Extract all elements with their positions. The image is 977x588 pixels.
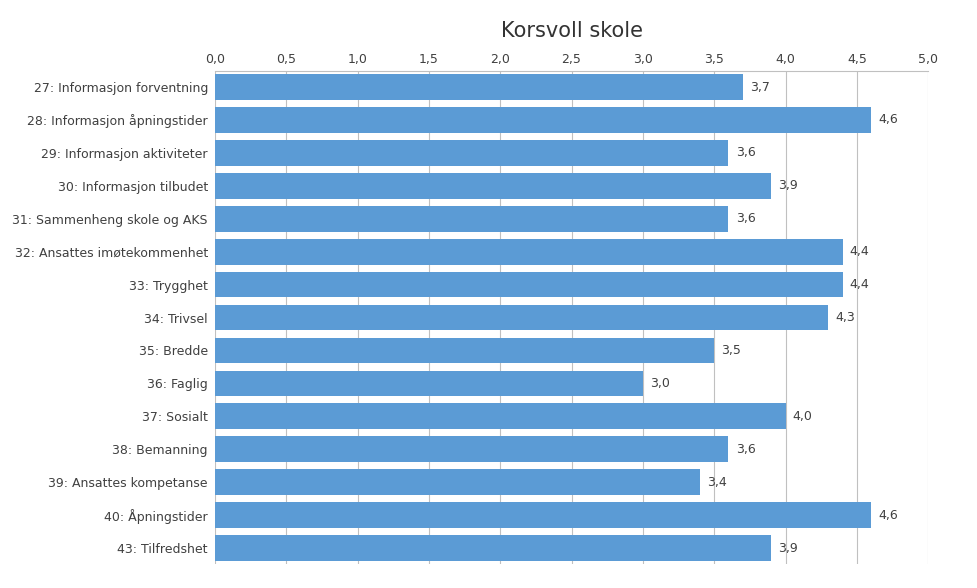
Text: 4,4: 4,4 — [850, 245, 870, 258]
Text: 4,0: 4,0 — [792, 410, 813, 423]
Bar — [215, 140, 729, 166]
Text: 3,6: 3,6 — [736, 212, 755, 225]
Bar — [215, 338, 714, 363]
Bar — [215, 403, 786, 429]
Title: Korsvoll skole: Korsvoll skole — [500, 21, 643, 41]
Text: 4,6: 4,6 — [878, 509, 898, 522]
Bar — [215, 535, 771, 561]
Text: 3,6: 3,6 — [736, 146, 755, 159]
Text: 4,4: 4,4 — [850, 278, 870, 291]
Text: 3,5: 3,5 — [721, 344, 742, 357]
Bar — [215, 370, 643, 396]
Bar — [215, 272, 842, 298]
Text: 3,0: 3,0 — [650, 377, 670, 390]
Text: 3,7: 3,7 — [750, 81, 770, 93]
Text: 3,9: 3,9 — [779, 542, 798, 554]
Text: 3,6: 3,6 — [736, 443, 755, 456]
Bar — [215, 436, 729, 462]
Bar — [215, 107, 871, 133]
Bar — [215, 74, 743, 100]
Bar — [215, 173, 771, 199]
Text: 4,3: 4,3 — [835, 311, 855, 324]
Bar — [215, 239, 842, 265]
Text: 3,9: 3,9 — [779, 179, 798, 192]
Text: 3,4: 3,4 — [707, 476, 727, 489]
Text: 4,6: 4,6 — [878, 113, 898, 126]
Bar — [215, 206, 729, 232]
Bar — [215, 502, 871, 528]
Bar — [215, 469, 700, 495]
Bar — [215, 305, 828, 330]
